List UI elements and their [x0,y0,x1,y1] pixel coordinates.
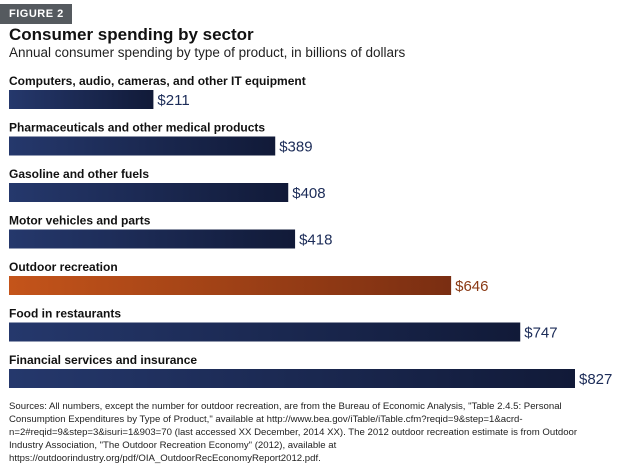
bar [9,183,289,202]
category-label: Computers, audio, cameras, and other IT … [9,74,306,88]
value-label: $408 [292,185,325,202]
category-label: Gasoline and other fuels [9,167,149,181]
category-label: Pharmaceuticals and other medical produc… [9,121,265,135]
sources-note: Sources: All numbers, except the number … [9,401,578,464]
bar [9,322,521,342]
category-label: Outdoor recreation [9,260,118,274]
bar [9,369,575,388]
category-label: Financial services and insurance [9,353,197,367]
chart-title: Consumer spending by sector [9,25,254,44]
bar [9,136,276,156]
value-label: $747 [524,325,557,342]
bar-highlight [9,276,452,295]
value-label: $418 [299,232,332,249]
value-label: $646 [455,278,488,295]
bar [9,229,296,249]
chart-subtitle: Annual consumer spending by type of prod… [9,45,406,60]
figure-label: FIGURE 2 [0,4,72,24]
bar-chart: Computers, audio, cameras, and other IT … [9,74,612,388]
category-label: Motor vehicles and parts [9,214,151,228]
value-label: $827 [579,371,612,388]
bar [9,90,154,109]
category-label: Food in restaurants [9,307,121,321]
value-label: $211 [157,92,189,109]
value-label: $389 [279,139,312,156]
